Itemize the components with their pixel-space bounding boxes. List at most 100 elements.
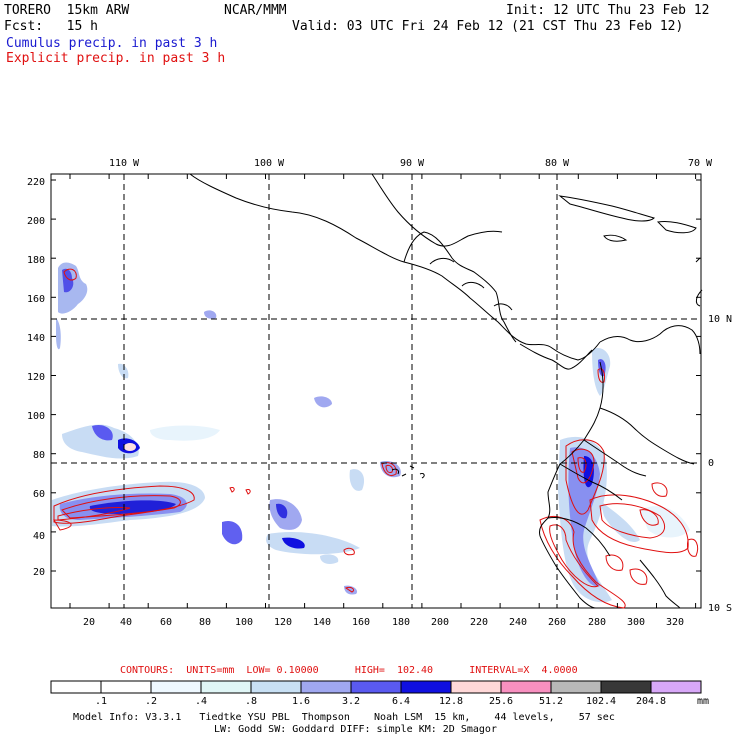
x-tick-label: 320 (666, 617, 684, 628)
explicit-contour (571, 448, 595, 484)
panama-coast (519, 343, 593, 370)
explicit-contour (651, 482, 668, 497)
legend-label: 204.8 (635, 696, 667, 707)
explicit-contour (577, 457, 587, 473)
legend-unit: mm (697, 696, 710, 707)
y-tick-label: 80 (33, 450, 45, 461)
mexico-coast (189, 173, 601, 361)
south-america-west-coast (539, 361, 604, 609)
legend-label: .1 (94, 696, 108, 707)
cumulus-area (640, 506, 690, 538)
explicit-contour (687, 538, 699, 557)
legend-swatch (400, 680, 452, 694)
hispaniola-coast (656, 221, 697, 234)
cumulus-area (380, 460, 401, 478)
explicit-contour (63, 268, 77, 281)
y-tick-label: 140 (27, 333, 45, 344)
lon-label-70w: 70 W (688, 158, 713, 169)
explicit-contour (343, 547, 355, 556)
x-tick-label: 260 (548, 617, 566, 628)
x-tick-label: 300 (627, 617, 645, 628)
cumulus-area (92, 424, 113, 441)
legend-swatch (550, 680, 602, 694)
x-tick-label: 20 (83, 617, 95, 628)
contour-interval: INTERVAL=X 4.0000 (469, 665, 578, 676)
explicit-contour (61, 495, 181, 519)
cumulus-area (150, 425, 220, 441)
cumulus-area (56, 318, 61, 350)
legend-label: 12.8 (438, 696, 464, 707)
map-frame (50, 173, 702, 609)
center-label: NCAR/MMM (224, 3, 287, 18)
legend-swatch (350, 680, 402, 694)
x-tick-label: 200 (431, 617, 449, 628)
x-tick-label: 100 (235, 617, 253, 628)
y-tick-label: 200 (27, 216, 45, 227)
explicit-contour (245, 489, 251, 495)
cumulus-area (62, 424, 139, 459)
explicit-contour (385, 465, 393, 473)
color-legend-bar (50, 680, 702, 694)
cumulus-area (320, 554, 339, 564)
central-america-interior (403, 231, 517, 343)
lat-label-10s: 10 S (708, 603, 732, 614)
x-tick-label: 60 (160, 617, 172, 628)
legend-label: 3.2 (341, 696, 361, 707)
cumulus-area (314, 396, 332, 408)
legend-swatch (100, 680, 152, 694)
explicit-contour (629, 568, 648, 585)
explicit-legend-title: Explicit precip. in past 3 h (6, 51, 226, 66)
south-america-interior-border (547, 407, 695, 609)
cumulus-area (349, 469, 365, 491)
x-tick-label: 40 (120, 617, 132, 628)
yucatan-coast (371, 173, 503, 247)
model-info: Model Info: V3.3.1 Tiedtke YSU PBL Thomp… (73, 712, 615, 723)
legend-label: .4 (194, 696, 208, 707)
axis-ticks (51, 174, 701, 608)
legend-swatch (200, 680, 252, 694)
lon-label-110w: 110 W (109, 158, 140, 169)
legend-label: 51.2 (538, 696, 564, 707)
cumulus-area (118, 363, 129, 379)
explicit-contour (599, 503, 666, 539)
model-title: TORERO 15km ARW (4, 3, 130, 18)
explicit-contour (639, 509, 659, 526)
legend-label: .2 (144, 696, 158, 707)
y-tick-label: 120 (27, 372, 45, 383)
valid-time: Valid: 03 UTC Fri 24 Feb 12 (21 CST Thu … (292, 19, 684, 34)
cumulus-area (282, 537, 305, 549)
legend-swatch (300, 680, 352, 694)
explicit-precip-contours (53, 268, 699, 609)
lon-label-90w: 90 W (400, 158, 425, 169)
lat-label-10n: 10 N (708, 314, 732, 325)
legend-swatch (150, 680, 202, 694)
legend-label: 25.6 (488, 696, 514, 707)
explicit-contour (229, 487, 235, 493)
legend-swatch (650, 680, 702, 694)
explicit-contour (539, 516, 626, 609)
legend-swatch (600, 680, 652, 694)
explicit-contour (605, 554, 624, 571)
x-tick-label: 180 (392, 617, 410, 628)
lon-label-100w: 100 W (254, 158, 285, 169)
cumulus-precip-areas (52, 262, 690, 603)
contour-units: CONTOURS: UNITS=mm LOW= 0.10000 (120, 665, 319, 676)
cumulus-legend-title: Cumulus precip. in past 3 h (6, 36, 218, 51)
x-tick-label: 160 (352, 617, 370, 628)
y-tick-label: 180 (27, 255, 45, 266)
cumulus-area (276, 503, 288, 519)
lon-label-80w: 80 W (545, 158, 570, 169)
contour-info: CONTOURS: UNITS=mm LOW= 0.10000 HIGH= 10… (120, 665, 578, 676)
y-tick-label: 40 (33, 531, 45, 542)
explicit-contour (344, 587, 355, 593)
lat-lon-grid (51, 174, 701, 608)
legend-label: 6.4 (391, 696, 411, 707)
x-tick-label: 280 (588, 617, 606, 628)
legend-swatch (450, 680, 502, 694)
cumulus-area (344, 585, 358, 595)
cuba-coast (558, 195, 655, 222)
cumulus-area (600, 500, 640, 542)
explicit-contour (53, 519, 72, 531)
explicit-contour (57, 507, 131, 521)
